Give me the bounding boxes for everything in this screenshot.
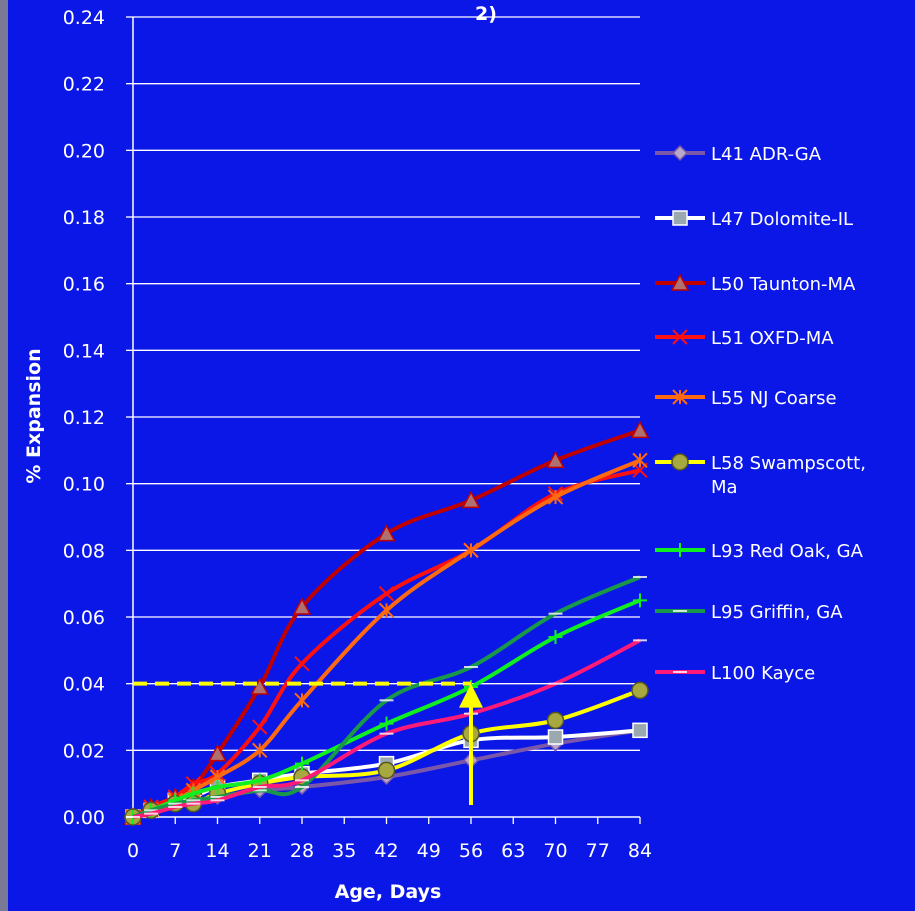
- marker-l58-swampscott-ma: [671, 453, 689, 471]
- x-tick-label: 14: [205, 840, 229, 862]
- legend-item-l58-swampscott-ma: L58 Swampscott, Ma: [655, 453, 866, 498]
- marker-l50-taunton-ma: [250, 677, 269, 695]
- x-tick-label: 28: [290, 840, 314, 862]
- y-tick-label: 0.18: [63, 207, 105, 229]
- y-tick-label: 0.06: [63, 607, 105, 629]
- legend-item-l100-kayce: L100 Kayce: [655, 663, 815, 684]
- legend-label: L41 ADR-GA: [711, 144, 822, 165]
- legend-item-l50-taunton-ma: L50 Taunton-MA: [655, 273, 856, 295]
- marker-l58-swampscott-ma: [631, 681, 649, 700]
- x-tick-label: 35: [332, 840, 356, 862]
- marker-l50-taunton-ma: [461, 490, 481, 509]
- marker-l51-oxfd-ma: [252, 719, 268, 735]
- marker-l55-nj-coarse: [547, 489, 564, 505]
- y-tick-label: 0.16: [63, 274, 105, 296]
- y-tick-label: 0.22: [63, 74, 105, 96]
- x-tick-label: 56: [459, 840, 483, 862]
- marker-l51-oxfd-ma: [672, 329, 688, 345]
- series-line: [132, 598, 641, 819]
- x-tick-label: 84: [628, 840, 652, 862]
- y-tick-label: 0.12: [63, 407, 105, 429]
- y-tick-label: 0.20: [63, 140, 105, 162]
- marker-l50-taunton-ma: [292, 597, 312, 615]
- x-axis-title: Age, Days: [335, 881, 442, 903]
- legend-label: L93 Red Oak, GA: [711, 541, 864, 562]
- series-l93-red-oak-ga: [126, 593, 647, 824]
- legend-label: L100 Kayce: [711, 663, 815, 684]
- marker-l58-swampscott-ma: [377, 761, 396, 780]
- marker-l47-dolomite-il: [547, 729, 564, 745]
- legend-item-l55-nj-coarse: L55 NJ Coarse: [655, 388, 837, 409]
- y-tick-label: 0.24: [63, 7, 105, 29]
- legend-item-l93-red-oak-ga: L93 Red Oak, GA: [655, 541, 864, 562]
- series-lines: [123, 420, 650, 826]
- marker-l93-red-oak-ga: [379, 716, 394, 731]
- legend-label: L58 Swampscott, Ma: [711, 453, 866, 498]
- marker-l47-dolomite-il: [672, 210, 688, 226]
- marker-l51-oxfd-ma: [378, 585, 395, 602]
- x-tick-labels: 0 7 14 21 28 35 42 49 56 63 70 77 84: [127, 840, 652, 862]
- series-l100-kayce: [126, 638, 647, 819]
- marker-l50-taunton-ma: [670, 273, 690, 291]
- marker-l58-swampscott-ma: [546, 711, 565, 730]
- marker-l55-nj-coarse: [672, 389, 688, 405]
- legend-item-l95-griffin-ga: L95 Griffin, GA: [655, 602, 843, 623]
- legend: L41 ADR-GA L47 Dolomite-IL L50 Taunton-MA L…: [655, 144, 866, 684]
- x-tick-label: 70: [543, 840, 567, 862]
- y-tick-label: 0.14: [63, 340, 105, 362]
- legend-label: L95 Griffin, GA: [711, 602, 843, 623]
- marker-l93-red-oak-ga: [548, 630, 563, 644]
- gridlines: [133, 16, 640, 751]
- marker-l93-red-oak-ga: [633, 593, 647, 608]
- legend-item-l51-oxfd-ma: L51 OXFD-MA: [655, 328, 834, 349]
- x-tick-label: 42: [374, 840, 398, 862]
- chart-title-fragment: 2): [475, 3, 497, 25]
- x-tick-label: 0: [127, 840, 139, 862]
- marker-l93-red-oak-ga: [673, 543, 687, 557]
- marker-l93-red-oak-ga: [295, 756, 309, 771]
- x-tick-label: 63: [501, 840, 525, 862]
- marker-l50-taunton-ma: [208, 744, 227, 762]
- marker-l51-oxfd-ma: [294, 655, 310, 672]
- y-tick-label: 0.02: [63, 740, 105, 762]
- x-tick-label: 77: [586, 840, 610, 862]
- marker-l55-nj-coarse: [294, 692, 310, 709]
- marker-l55-nj-coarse: [463, 542, 479, 559]
- series-l95-griffin-ga: [126, 575, 647, 819]
- annotations: [133, 681, 483, 805]
- marker-l55-nj-coarse: [632, 452, 648, 469]
- y-tick-label: 0.08: [63, 540, 105, 562]
- y-tick-label: 0.10: [63, 474, 105, 496]
- y-tick-labels: 0.00 0.02 0.04 0.06 0.08 0.10 0.12 0.14 0.16 0.18…: [63, 7, 105, 829]
- arrow-head: [459, 683, 483, 708]
- marker-l50-taunton-ma: [546, 450, 565, 469]
- legend-item-l41-adr-ga: L41 ADR-GA: [655, 144, 822, 165]
- legend-label: L51 OXFD-MA: [711, 328, 834, 349]
- legend-label: L50 Taunton-MA: [711, 274, 856, 295]
- y-axis-title: % Expansion: [23, 348, 45, 483]
- x-tick-label: 21: [248, 840, 272, 862]
- marker-l47-dolomite-il: [632, 722, 648, 739]
- marker-l55-nj-coarse: [252, 742, 268, 759]
- marker-l50-taunton-ma: [377, 524, 396, 542]
- x-tick-label: 7: [169, 840, 181, 862]
- legend-label: L47 Dolomite-IL: [711, 209, 853, 230]
- marker-l41-adr-ga: [671, 144, 689, 162]
- chart-background: [8, 0, 915, 911]
- y-tick-label: 0.00: [63, 807, 105, 829]
- marker-l55-nj-coarse: [378, 602, 395, 619]
- marker-l50-taunton-ma: [630, 420, 650, 439]
- y-tick-label: 0.04: [63, 674, 105, 696]
- marker-l93-red-oak-ga: [210, 780, 225, 794]
- legend-label: L55 NJ Coarse: [711, 388, 837, 409]
- x-tick-label: 49: [417, 840, 441, 862]
- legend-item-l47-dolomite-il: L47 Dolomite-IL: [655, 209, 853, 230]
